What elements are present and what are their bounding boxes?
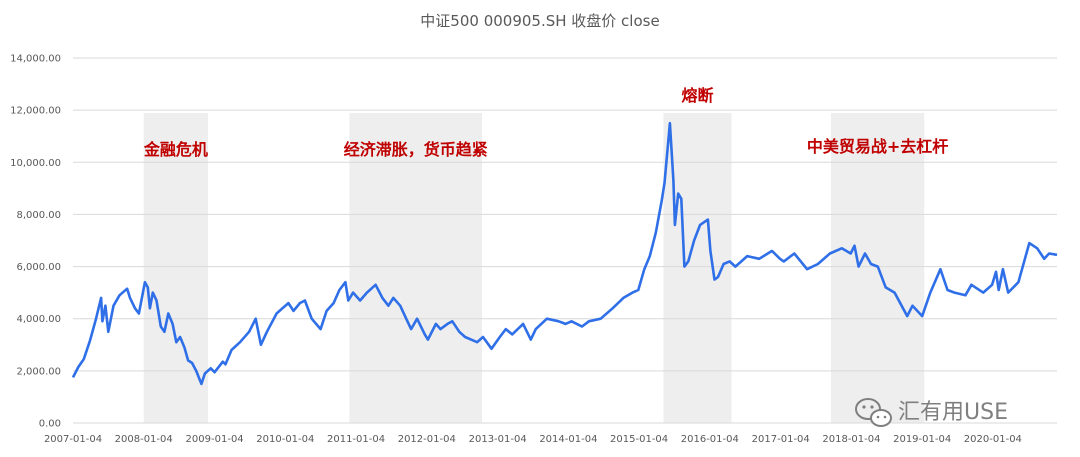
annotation-band: [349, 113, 482, 423]
x-tick-label: 2013-01-04: [469, 434, 527, 445]
x-tick-label: 2020-01-04: [964, 434, 1022, 445]
wechat-icon: [855, 398, 892, 427]
y-axis: 0.00 2,000.00 4,000.00 6,000.00 8,000.00 10,0…: [10, 54, 61, 430]
x-axis: 2007-01-04 2008-01-04 2009-01-04 2010-01-04…: [44, 434, 1022, 445]
x-tick-label: 2015-01-04: [610, 434, 668, 445]
watermark: 汇有用USE: [855, 398, 1008, 427]
gridlines: [73, 57, 1057, 424]
x-tick-label: 2010-01-04: [256, 434, 314, 445]
chart-title: 中证500 000905.SH 收盘价 close: [420, 12, 659, 30]
x-tick-label: 2016-01-04: [681, 434, 739, 445]
annotation-label: 金融危机: [143, 140, 208, 159]
y-tick-label: 6,000.00: [16, 262, 61, 273]
y-tick-label: 12,000.00: [10, 106, 61, 117]
watermark-text: 汇有用USE: [898, 400, 1008, 425]
x-tick-label: 2007-01-04: [44, 434, 102, 445]
x-tick-label: 2018-01-04: [822, 434, 880, 445]
x-tick-label: 2014-01-04: [539, 434, 597, 445]
y-tick-label: 0.00: [39, 419, 61, 430]
x-tick-label: 2008-01-04: [115, 434, 173, 445]
y-tick-label: 2,000.00: [16, 366, 61, 377]
x-tick-label: 2011-01-04: [327, 434, 385, 445]
annotation-label: 中美贸易战+去杠杆: [807, 137, 948, 156]
annotation-label: 熔断: [682, 86, 714, 105]
series-line: [71, 121, 1058, 386]
y-tick-label: 4,000.00: [16, 314, 61, 325]
annotation-label: 经济滞胀，货币趋紧: [344, 140, 488, 159]
y-tick-label: 14,000.00: [10, 54, 61, 65]
x-tick-label: 2009-01-04: [186, 434, 244, 445]
y-tick-label: 8,000.00: [16, 210, 61, 221]
x-tick-label: 2019-01-04: [893, 434, 951, 445]
y-tick-label: 10,000.00: [10, 158, 61, 169]
x-tick-label: 2017-01-04: [752, 434, 810, 445]
x-tick-label: 2012-01-04: [398, 434, 456, 445]
